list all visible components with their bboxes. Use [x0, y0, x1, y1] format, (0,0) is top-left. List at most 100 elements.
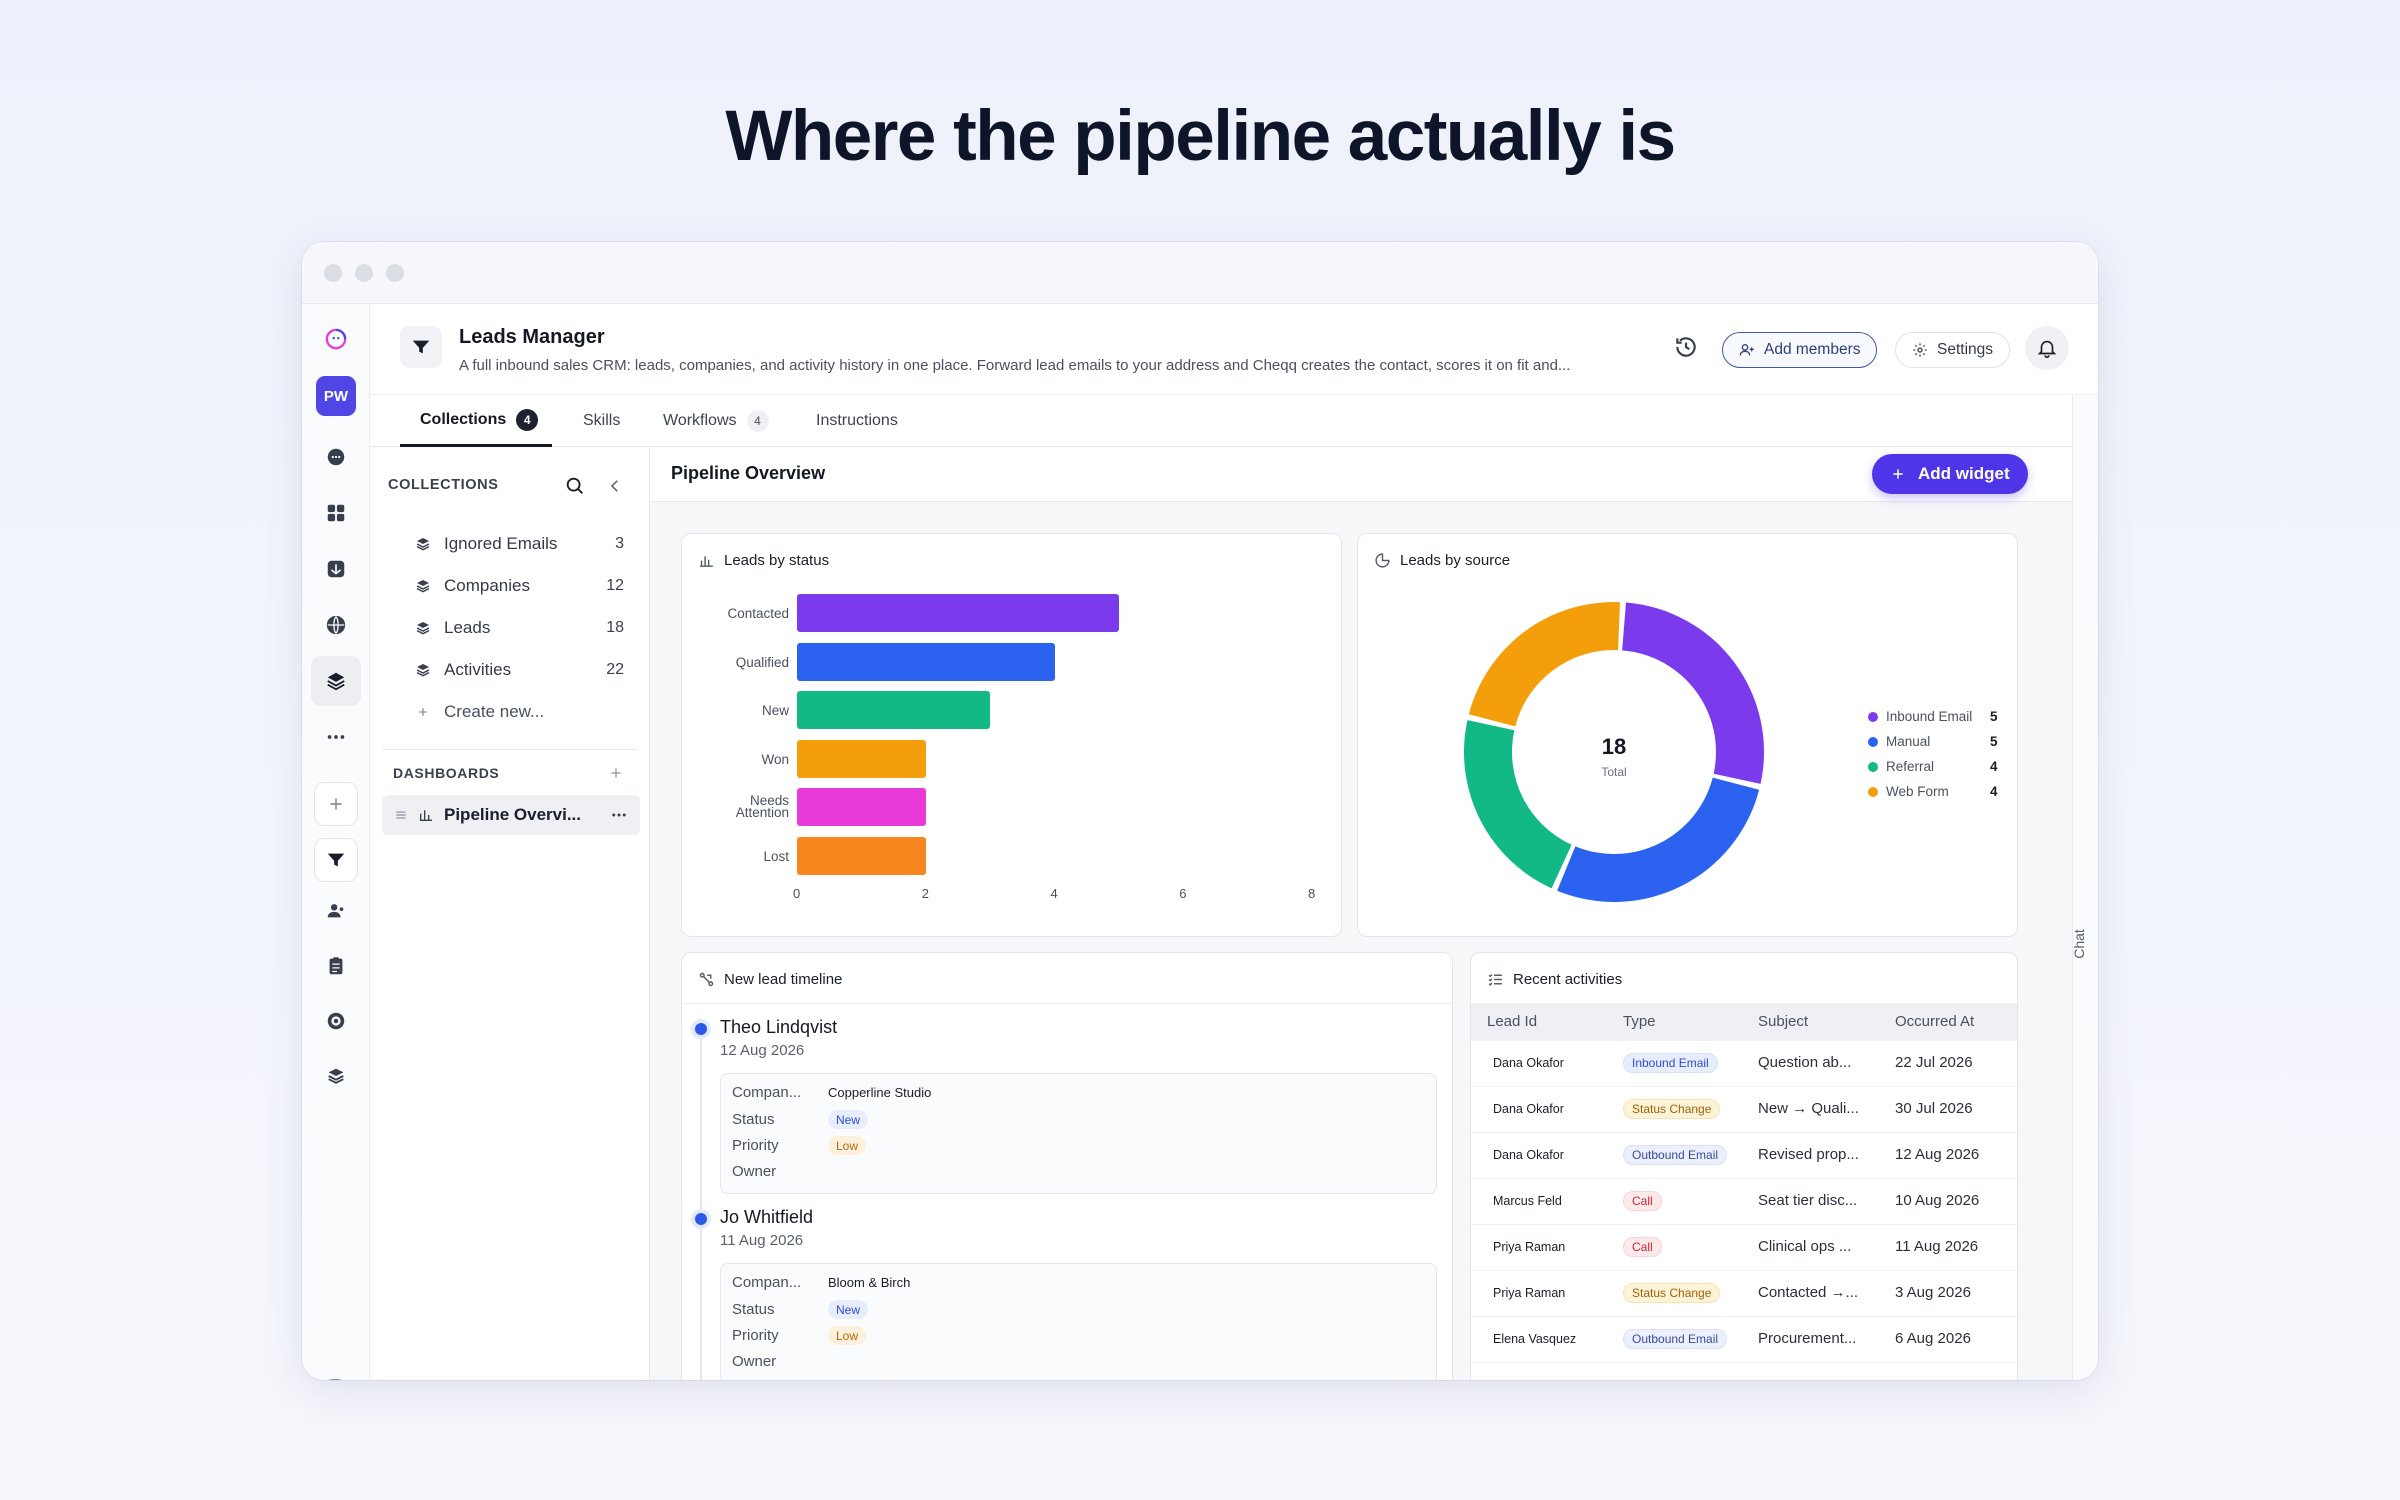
tab-instructions[interactable]: Instructions — [816, 395, 898, 447]
divider — [682, 1003, 1452, 1004]
status-badge: New — [828, 1300, 869, 1319]
legend-swatch — [1868, 786, 1878, 797]
inbox-icon[interactable] — [311, 544, 361, 594]
history-icon[interactable] — [1673, 334, 1699, 360]
tab-skills[interactable]: Skills — [583, 395, 620, 447]
window-close-dot[interactable] — [324, 264, 342, 282]
tab-workflows[interactable]: Workflows 4 — [663, 395, 769, 447]
occurred-at-cell: 3 Aug 2026 — [1895, 1284, 1971, 1301]
target-icon[interactable] — [311, 996, 361, 1046]
table-row[interactable]: Priya Raman Status Change Contacted →... 3 … — [1471, 1271, 2017, 1317]
leads-by-status-widget[interactable]: Leads by status Contacted Qualified New Won… — [681, 533, 1342, 937]
detail-key: Owner — [732, 1163, 777, 1180]
dashboard-title: Pipeline Overview — [671, 463, 826, 483]
tab-label: Instructions — [816, 412, 898, 429]
collection-item[interactable]: Companies 12 — [414, 571, 624, 601]
contacts-icon[interactable] — [311, 886, 361, 936]
tab-collections[interactable]: Collections 4 — [400, 395, 553, 447]
drag-handle-icon[interactable] — [394, 808, 408, 822]
collection-count: 3 — [615, 535, 624, 552]
collection-label: Companies — [444, 576, 530, 595]
table-row[interactable]: Priya Raman Call Clinical ops ... 11 Aug 20… — [1471, 1225, 2017, 1271]
add-app-icon[interactable] — [314, 782, 358, 826]
collection-label: Activities — [444, 660, 512, 679]
window-minimize-dot[interactable] — [355, 264, 373, 282]
tab-label: Workflows — [663, 412, 737, 429]
legend-item[interactable]: Inbound Email 5 — [1868, 704, 1998, 729]
layers-icon — [416, 580, 430, 593]
bar[interactable] — [797, 739, 926, 778]
detail-key: Owner — [732, 1353, 777, 1370]
clipboard-icon[interactable] — [311, 941, 361, 991]
chat-toggle-label[interactable]: Chat — [2070, 929, 2087, 959]
chart-legend: Inbound Email 5 Manual 5 Referral 4 Web Form 4 — [1868, 704, 1998, 804]
chat-rail[interactable] — [2072, 395, 2098, 1380]
collection-item[interactable]: Leads 18 — [414, 613, 624, 643]
table-row[interactable]: Dana Okafor Outbound Email Revised prop...… — [1471, 1133, 2017, 1179]
layers-icon[interactable] — [311, 656, 361, 706]
bar[interactable] — [797, 594, 1119, 632]
collection-item[interactable]: Ignored Emails 3 — [414, 529, 624, 559]
donut-slice[interactable] — [1464, 720, 1572, 889]
bar[interactable] — [797, 788, 926, 826]
add-widget-button[interactable]: Add widget — [1872, 454, 2028, 494]
bar[interactable] — [797, 642, 1055, 681]
search-icon[interactable] — [564, 475, 586, 497]
collapse-panel-icon[interactable] — [606, 477, 624, 495]
x-tick-label: 4 — [1050, 886, 1058, 901]
app-logo-icon[interactable] — [311, 314, 361, 364]
user-avatar[interactable] — [312, 1379, 358, 1380]
legend-item[interactable]: Web Form 4 — [1868, 779, 1998, 804]
bar-label: Needs Attention — [735, 793, 789, 820]
bell-icon[interactable] — [2025, 326, 2069, 370]
widget-title: Recent activities — [1487, 971, 1622, 988]
bar[interactable] — [797, 836, 926, 875]
column-header[interactable]: Subject — [1758, 1013, 1809, 1030]
add-members-button[interactable]: Add members — [1722, 332, 1878, 368]
legend-label: Inbound Email — [1886, 709, 1973, 724]
globe-icon[interactable] — [311, 600, 361, 650]
legend-item[interactable]: Manual 5 — [1868, 729, 1998, 754]
recent-activities-widget[interactable]: Recent activities Lead Id Type Subject O… — [1470, 952, 2018, 1380]
table-row[interactable]: Dana Okafor Inbound Email Question ab... 22… — [1471, 1041, 2017, 1087]
funnel-icon — [400, 326, 442, 368]
widget-title: Leads by status — [698, 552, 829, 569]
more-horizontal-icon[interactable] — [311, 712, 361, 762]
legend-label: Web Form — [1886, 784, 1949, 799]
x-tick-label: 0 — [793, 886, 801, 901]
collection-item[interactable]: Activities 22 — [414, 655, 624, 685]
table-row[interactable]: Dana Okafor Status Change New → Quali... 30… — [1471, 1087, 2017, 1133]
detail-row: Compan... Bloom & Birch — [732, 1274, 910, 1291]
window-maximize-dot[interactable] — [386, 264, 404, 282]
table-row[interactable]: Marcus Feld Call Seat tier disc... 10 Aug 2… — [1471, 1179, 2017, 1225]
widget-title: New lead timeline — [698, 971, 842, 988]
add-dashboard-icon[interactable] — [608, 765, 624, 781]
more-horizontal-icon[interactable] — [610, 806, 628, 824]
funnel-icon[interactable] — [314, 838, 358, 882]
donut-slice[interactable] — [1468, 602, 1620, 727]
new-lead-timeline-widget[interactable]: New lead timeline Theo Lindqvist 12 Aug … — [681, 952, 1453, 1380]
lead-id-cell: Dana Okafor — [1493, 1148, 1564, 1162]
leads-by-source-widget[interactable]: Leads by source 18 Total Inbound Email 5 Ma… — [1357, 533, 2018, 937]
lead-id-cell: Elena Vasquez — [1493, 1332, 1577, 1346]
apps-grid-icon[interactable] — [311, 488, 361, 538]
column-header[interactable]: Occurred At — [1895, 1013, 1975, 1030]
lead-id-cell: Dana Okafor — [1493, 1056, 1564, 1070]
collections-panel: COLLECTIONS Ignored Emails 3 Companies 1… — [370, 447, 650, 1380]
workspace-avatar[interactable]: PW — [316, 376, 356, 416]
dashboard-header: Pipeline Overview Add widget — [650, 447, 2072, 502]
detail-row: Priority Low — [732, 1326, 867, 1345]
occurred-at-cell: 22 Jul 2026 — [1895, 1054, 1973, 1071]
dashboard-item-pipeline-overview[interactable]: Pipeline Overvi... — [382, 795, 640, 835]
table-row[interactable]: Elena Vasquez Outbound Email Procurement..… — [1471, 1317, 2017, 1363]
legend-item[interactable]: Referral 4 — [1868, 754, 1998, 779]
bar[interactable] — [797, 691, 991, 729]
donut-slice[interactable] — [1557, 777, 1760, 902]
chat-bubble-icon[interactable] — [311, 432, 361, 482]
column-header[interactable]: Type — [1623, 1013, 1656, 1030]
stack-icon[interactable] — [311, 1051, 361, 1101]
create-new-collection-button[interactable]: Create new... — [414, 697, 624, 727]
settings-button[interactable]: Settings — [1895, 332, 2011, 368]
donut-slice[interactable] — [1622, 602, 1764, 784]
column-header[interactable]: Lead Id — [1487, 1013, 1538, 1030]
